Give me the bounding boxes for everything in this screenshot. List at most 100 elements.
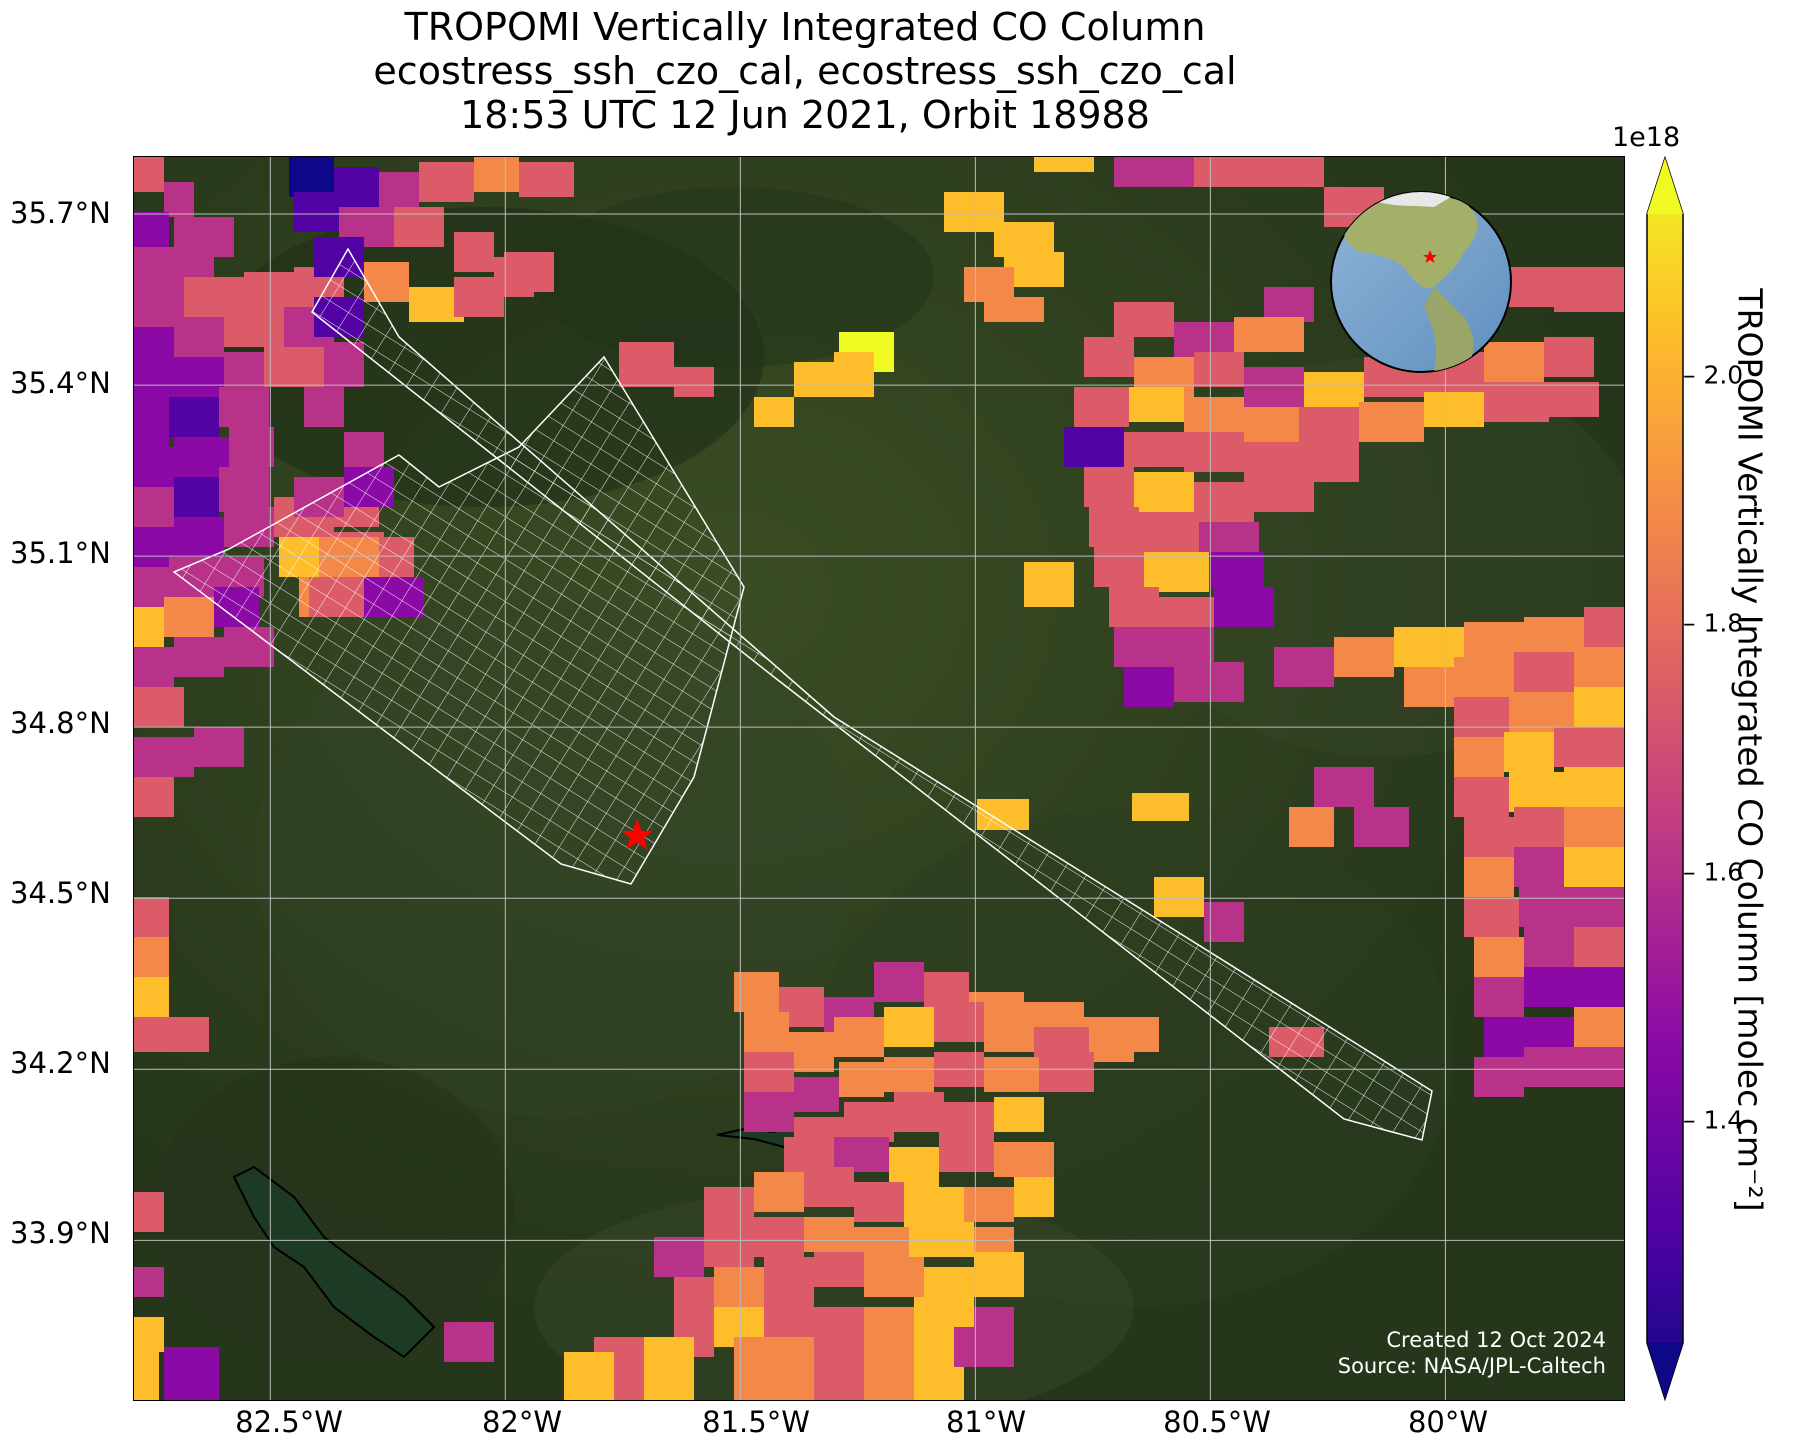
y-tick-label: 35.4°N [10, 366, 111, 400]
co-pixel [134, 777, 174, 817]
co-pixel [884, 1007, 934, 1047]
x-tick-label: 81.5°W [702, 1405, 810, 1439]
co-pixel [134, 527, 174, 567]
co-pixel [924, 1267, 974, 1302]
co-pixel [294, 192, 339, 232]
co-pixel [1574, 647, 1624, 687]
y-tick-label: 34.2°N [10, 1046, 111, 1080]
co-pixel [134, 937, 169, 977]
co-pixel [454, 277, 504, 317]
co-pixel [1129, 387, 1184, 422]
co-pixel [519, 162, 574, 197]
co-pixel [984, 1017, 1034, 1052]
colorbar-offset: 1e18 [1612, 122, 1681, 153]
co-pixel [794, 1077, 839, 1112]
co-pixel [744, 1012, 789, 1052]
co-pixel [1574, 687, 1624, 727]
co-pixel [889, 1147, 939, 1187]
co-pixel [134, 157, 164, 192]
co-pixel [134, 247, 174, 287]
co-pixel [1404, 667, 1454, 707]
map-gridlines [134, 157, 1624, 1400]
co-pixel [134, 687, 184, 727]
co-pixel [839, 1062, 884, 1097]
co-pixel [219, 467, 269, 512]
co-pixel [1024, 562, 1074, 607]
co-pixel [1464, 897, 1519, 937]
colorbar-tick-label: – 1.8 [1683, 608, 1744, 638]
x-tick-label: 80°W [1407, 1405, 1489, 1439]
co-pixel [844, 1102, 894, 1142]
ecostress-swath-grid [172, 247, 1433, 1141]
co-pixel [324, 342, 364, 387]
co-pixel [1234, 317, 1304, 352]
title-line-2: ecostress_ssh_czo_cal, ecostress_ssh_czo… [373, 49, 1237, 93]
inset-globe-icon [1330, 191, 1512, 373]
co-pixel [974, 1252, 1024, 1297]
co-pixel [1464, 817, 1514, 857]
co-pixel [1244, 407, 1299, 447]
co-pixel [1564, 847, 1624, 887]
co-pixel [1139, 512, 1199, 552]
co-pixel [994, 1142, 1054, 1177]
x-tick-label: 81°W [945, 1405, 1027, 1439]
x-tick-label: 82°W [481, 1405, 563, 1439]
colorbar-tick-label: – 1.6 [1683, 857, 1744, 887]
co-pixel [1109, 587, 1159, 627]
co-pixel [134, 1192, 164, 1232]
co-pixel [1174, 322, 1234, 357]
co-pixel [754, 397, 794, 427]
co-pixel [1514, 652, 1574, 692]
colorbar-tick-label: – 1.4 [1683, 1105, 1744, 1135]
co-pixel [789, 1032, 834, 1072]
co-pixel [1584, 607, 1624, 647]
co-pixel [1299, 407, 1359, 447]
co-pixel [134, 367, 174, 407]
co-pixel [1394, 627, 1464, 667]
co-pixel [289, 157, 334, 197]
co-pixel [939, 1132, 994, 1172]
co-pixel [754, 1172, 804, 1212]
co-pixel [1064, 427, 1124, 467]
co-pixel [1194, 352, 1244, 387]
co-pixel [224, 352, 264, 387]
co-pixel [794, 362, 834, 397]
co-pixel [1314, 767, 1374, 807]
co-pixel [1554, 727, 1624, 767]
co-pixel [1244, 442, 1304, 482]
colorbar-label: TROPOMI Vertically Integrated CO Column … [1730, 288, 1770, 1212]
co-pixel [1254, 477, 1314, 512]
co-pixel [1524, 1047, 1574, 1087]
co-pixel [674, 367, 714, 397]
co-pixel [1089, 1022, 1134, 1062]
co-pixel [1244, 367, 1304, 407]
co-pixel [1484, 1017, 1524, 1057]
created-credit: Created 12 Oct 2024 [1386, 1328, 1606, 1352]
co-pixel [1484, 382, 1549, 422]
co-pixel [134, 487, 174, 527]
co-pixel [1084, 337, 1134, 377]
co-pixel [1514, 807, 1564, 847]
co-pixel [334, 167, 379, 207]
co-pixel [1574, 927, 1624, 967]
co-pixel [1184, 432, 1244, 472]
co-pixel [854, 1182, 904, 1222]
co-pixel [134, 327, 174, 367]
co-pixel [1194, 482, 1254, 522]
co-pixel [304, 387, 344, 427]
co-pixel [1454, 737, 1504, 777]
co-pixel [1132, 793, 1189, 821]
co-pixel [804, 1217, 854, 1252]
co-pixel [1464, 622, 1524, 657]
co-pixel [904, 1187, 964, 1227]
co-pixel [474, 157, 519, 192]
map-panel[interactable]: Created 12 Oct 2024 Source: NASA/JPL-Cal… [133, 156, 1625, 1401]
co-pixel [134, 407, 169, 447]
co-pixel [134, 567, 169, 607]
co-pixel [164, 1347, 219, 1400]
co-pixel [674, 1277, 714, 1317]
co-pixel [169, 1017, 209, 1052]
swath-2 [172, 355, 745, 885]
co-pixel [1194, 157, 1259, 187]
co-pixel [1549, 382, 1599, 417]
